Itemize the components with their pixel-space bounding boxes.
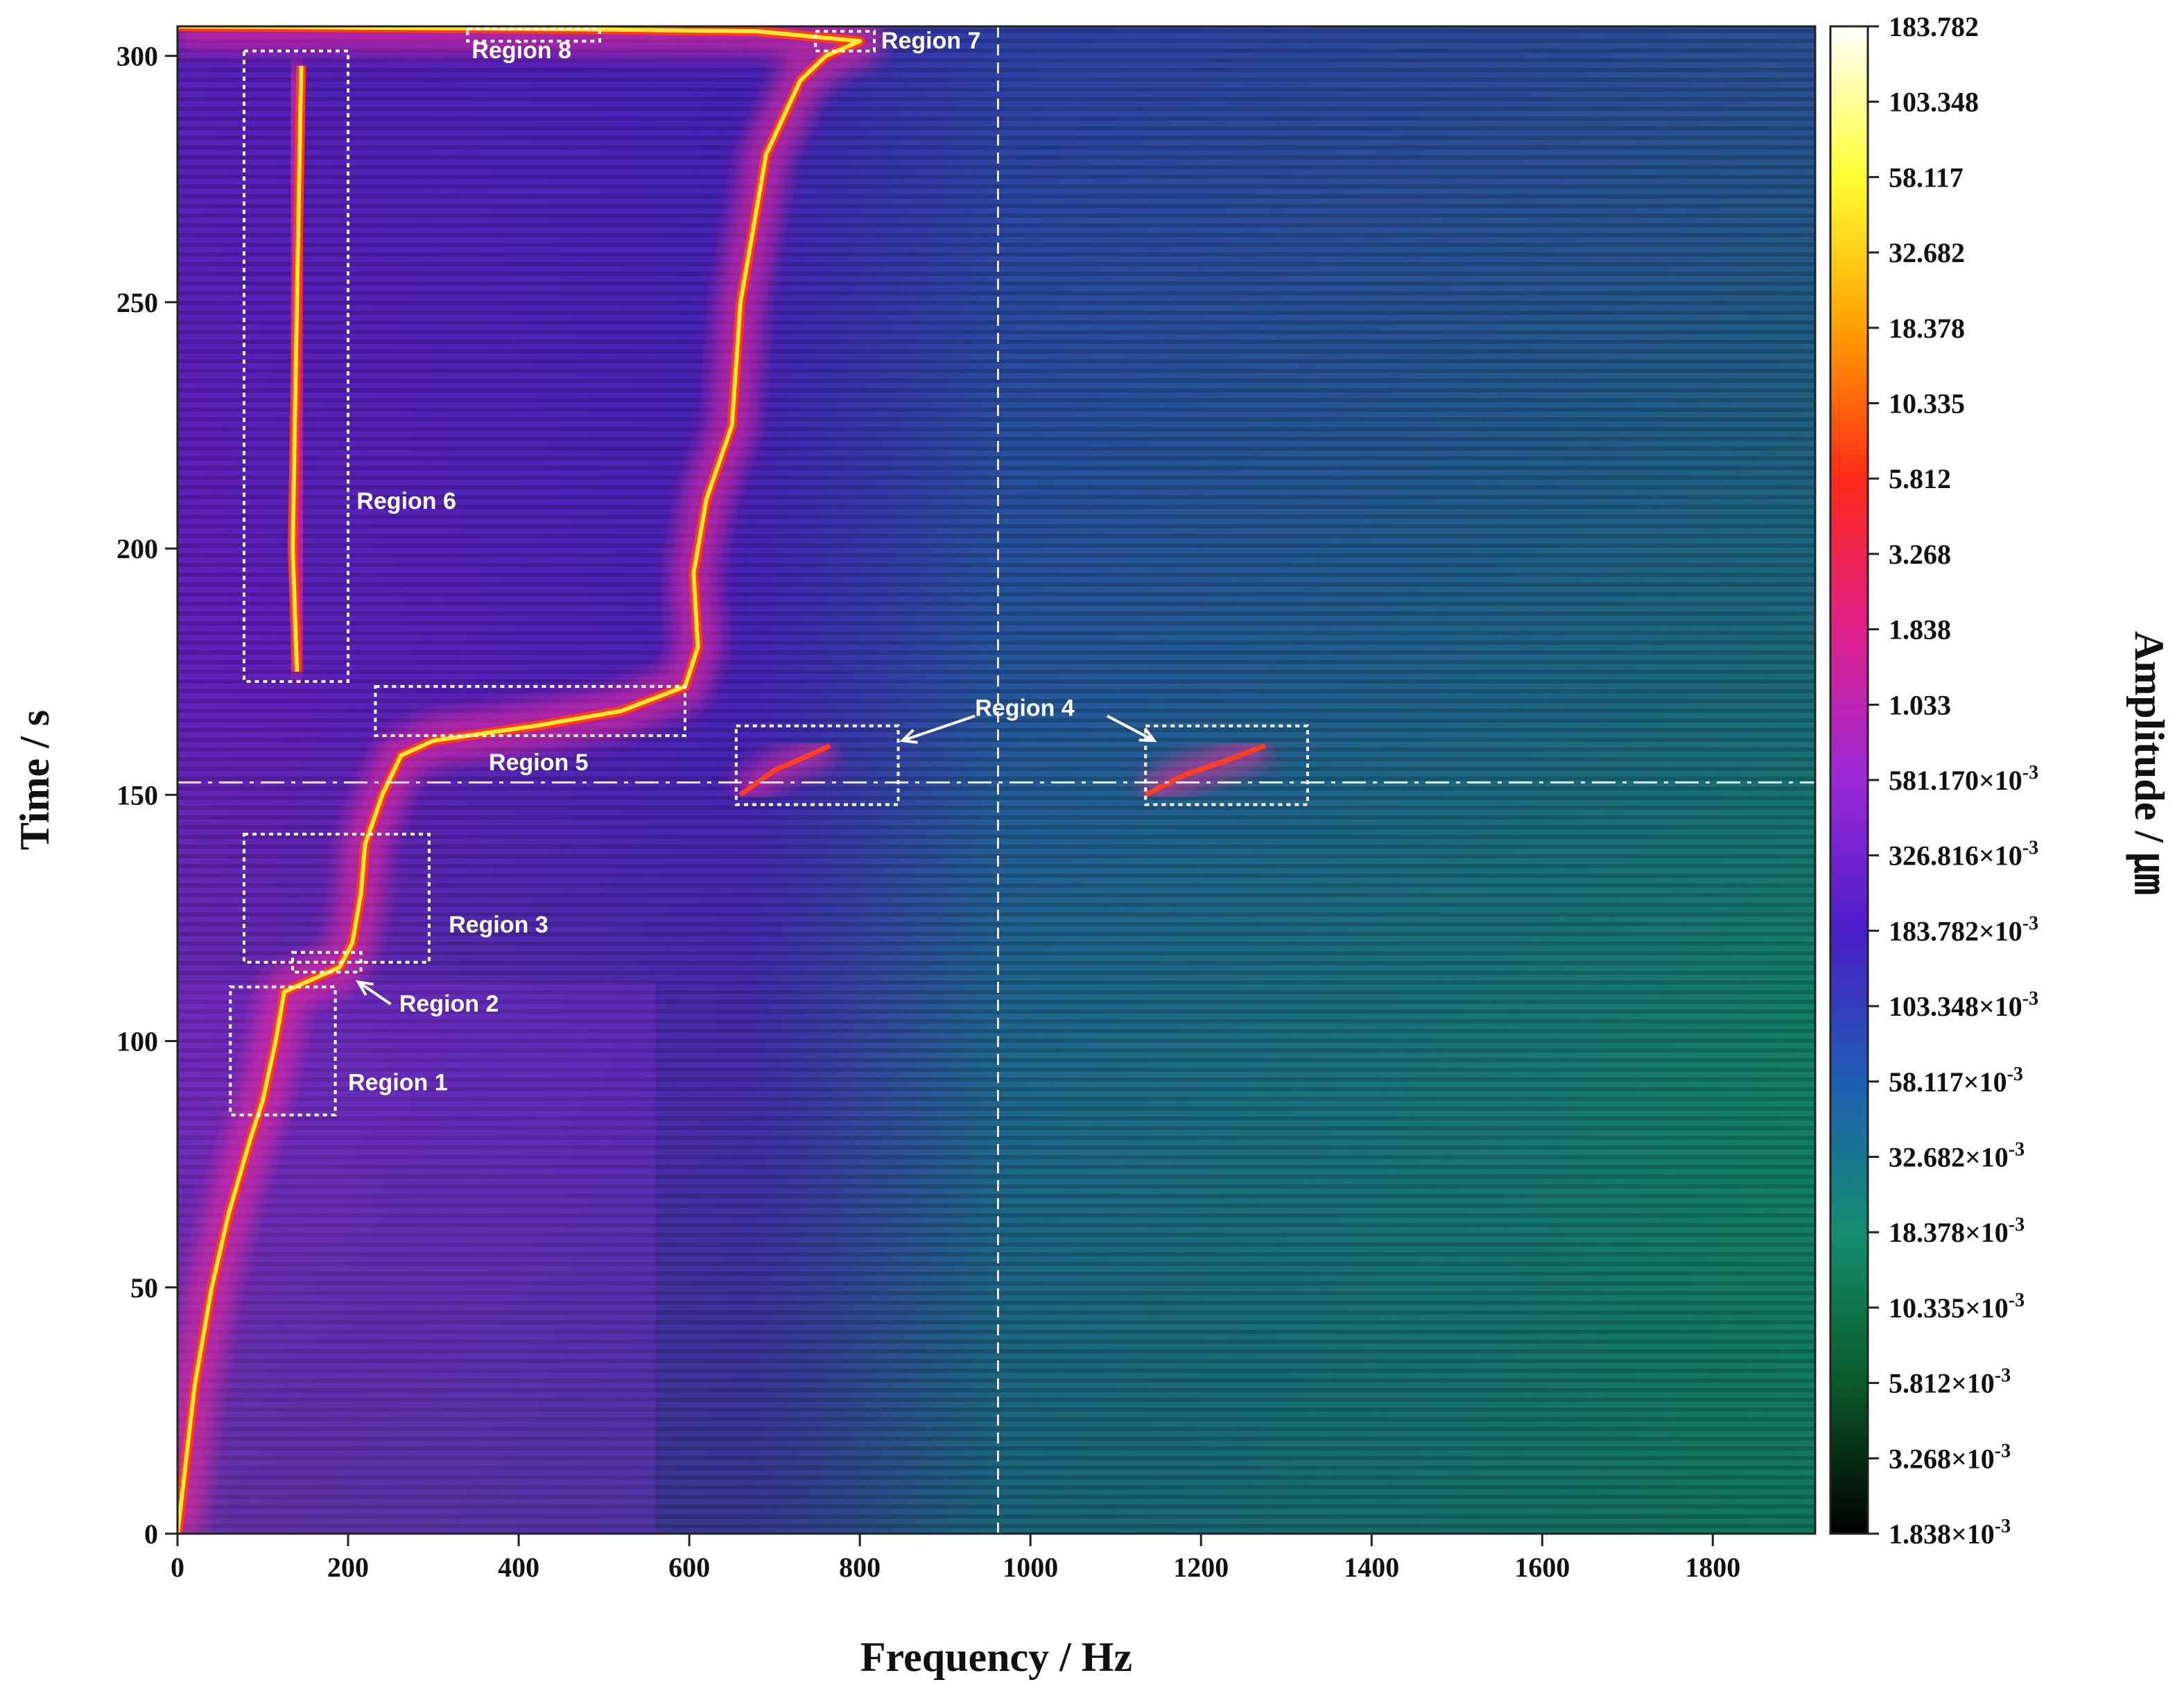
x-tick-label-200: 200 [327,1552,369,1583]
colorbar-tick-label-10: 1.033 [1889,689,1951,720]
colorbar-tick-label-7: 5.812 [1889,463,1951,494]
x-tick-label-1800: 1800 [1685,1552,1740,1583]
region-box-8 [814,30,876,53]
colorbar-tick-label-20: 3.268×10-3 [1889,1440,2011,1474]
colorbar-gradient [1829,25,1869,1535]
colorbar-tick-label-15: 58.117×10-3 [1889,1064,2023,1098]
region-box-5 [1144,724,1310,806]
plot-frame [176,25,1817,1535]
region4-arrow-left [902,714,976,743]
spectral-ridges [177,26,1272,1534]
region2-arrow-head [356,980,374,996]
region4-arrow-right [1106,714,1155,742]
colorbar-tick-label-18: 10.335×10-3 [1889,1290,2025,1324]
region-box-2 [291,951,363,974]
colorbar-tick-label-8: 3.268 [1889,539,1951,570]
colorbar-tick-label-4: 32.682 [1889,237,1965,268]
y-axis-title: Time / s [12,710,58,850]
colorbar-tick-label-6: 10.335 [1889,388,1965,419]
heatmap-striations [177,26,1815,1534]
region6-ridge-core [291,65,304,672]
y-tick-label-0: 0 [144,1518,158,1550]
y-tick-label-50: 50 [130,1272,158,1303]
region4-ridge-1 [738,743,831,797]
region-label-2: Region 2 [399,991,499,1017]
colorbar-tick-label-14: 103.348×10-3 [1889,988,2038,1022]
x-tick-label-400: 400 [498,1552,539,1583]
x-axis-title: Frequency / Hz [860,1634,1132,1680]
region-box-6 [374,685,686,738]
x-tick-label-1400: 1400 [1344,1552,1399,1583]
region-label-5: Region 5 [489,750,589,776]
y-tick-label-150: 150 [116,779,158,811]
colorbar-tick-label-1: 183.782 [1889,11,1979,42]
region4-arrow-left-head [899,729,918,744]
colorbar-tick-label-5: 18.378 [1889,313,1965,344]
colorbar-tick-label-16: 32.682×10-3 [1889,1139,2025,1173]
heatmap-field [177,26,1815,1534]
colorbar-title: Amplitude / ㎛ [2126,631,2172,894]
region-boxes: Region 1 Region 2 Region 3 Region 4 Region 5… [229,27,1310,1117]
x-tick-label-800: 800 [839,1552,881,1583]
y-tick-label-300: 300 [116,41,158,72]
region-label-3: Region 3 [449,912,548,938]
region-label-6: Region 6 [356,488,456,514]
colorbar-tick-label-21: 1.838×10-3 [1889,1516,2011,1550]
axes: 0 200 400 600 800 1000 1200 1400 1600 1800 0 50 100 1… [12,25,1817,1680]
x-tick-label-1600: 1600 [1514,1552,1570,1583]
region-box-7 [242,49,350,683]
x-tick-label-600: 600 [668,1552,710,1583]
region4-arrow-right-head [1138,727,1157,743]
y-tick-label-250: 250 [116,287,158,318]
region-box-4 [734,724,900,806]
colorbar-tick-label-12: 326.816×10-3 [1889,838,2038,872]
colorbar: 183.782 103.348 58.117 32.682 18.378 10.335 5.… [1829,11,2172,1550]
region-box-9 [466,27,601,43]
colorbar-tick-label-3: 58.117 [1889,162,1964,193]
colorbar-tick-label-19: 5.812×10-3 [1889,1365,2011,1399]
colorbar-tick-label-11: 581.170×10-3 [1889,762,2038,796]
region2-arrow [357,980,392,1005]
reference-lines [177,26,1815,1534]
y-tick-label-200: 200 [116,533,158,564]
region-label-1: Region 1 [348,1070,448,1096]
x-tick-label-0: 0 [171,1552,184,1583]
region-label-7: Region 7 [881,28,981,54]
region-label-4: Region 4 [975,695,1075,722]
colorbar-tick-label-13: 183.782×10-3 [1889,912,2038,946]
x-tick-label-1000: 1000 [1003,1552,1058,1583]
region4-ridge-2 [1144,743,1266,797]
colorbar-tick-label-17: 18.378×10-3 [1889,1214,2025,1248]
region-label-8: Region 8 [471,37,571,64]
y-tick-label-100: 100 [116,1026,158,1057]
colorbar-tick-label-2: 103.348 [1889,87,1979,118]
region-box-1 [229,985,337,1117]
region-box-3 [242,833,431,964]
main-ridge-core [177,26,863,1534]
colorbar-tick-label-9: 1.838 [1889,614,1951,646]
x-tick-label-1200: 1200 [1173,1552,1229,1583]
